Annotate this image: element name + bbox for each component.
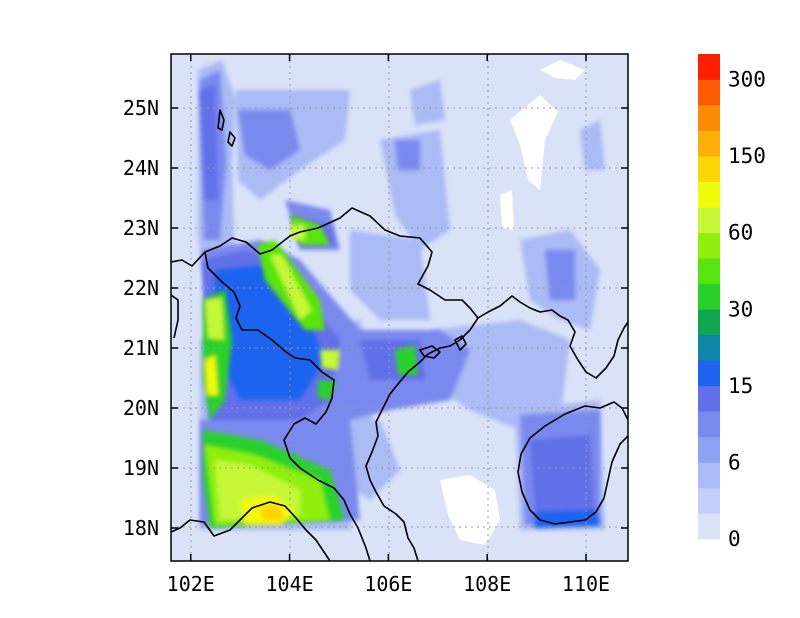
colorbar-swatch: [698, 360, 720, 387]
colorbar-swatch: [698, 181, 720, 208]
colorbar-label: 60: [728, 221, 753, 245]
plot-frame: [170, 53, 629, 562]
colorbar-swatch: [698, 232, 720, 259]
border-line: [171, 501, 331, 561]
missing-data-patch: [500, 190, 514, 230]
coastlines-and-borders: [171, 109, 628, 561]
colorbar-swatch: [698, 207, 720, 233]
x-axis-ticks: 102E 104E 106E 108E 110E: [167, 54, 610, 596]
colorbar-swatch: [698, 130, 720, 157]
border-line: [204, 251, 371, 561]
coastline: [217, 109, 225, 131]
gridlines: [171, 54, 628, 561]
x-tick-label: 108E: [463, 572, 511, 596]
y-tick-label: 20N: [123, 396, 159, 420]
x-tick-label: 110E: [562, 572, 610, 596]
colorbar-swatch: [698, 385, 720, 412]
colorbar-swatch: [698, 436, 720, 463]
colorbar-label: 15: [728, 374, 753, 398]
coastline: [477, 295, 628, 379]
colorbar-swatch: [698, 283, 720, 310]
y-tick-label: 22N: [123, 276, 159, 300]
coastline: [517, 435, 628, 525]
y-tick-label: 18N: [123, 516, 159, 540]
x-tick-label: 104E: [265, 572, 313, 596]
colorbar-swatch: [698, 487, 720, 514]
colorbar-swatch: [698, 156, 720, 182]
y-axis-ticks: 25N 24N 23N 22N 21N 20N 19N 18N: [123, 96, 628, 540]
colorbar: 0 6 15 30 60 150 300: [698, 54, 766, 551]
border-line: [171, 207, 479, 319]
colorbar-swatch: [698, 334, 720, 361]
y-tick-label: 24N: [123, 156, 159, 180]
colorbar-label: 300: [728, 68, 766, 92]
colorbar-swatch: [698, 462, 720, 489]
border-line: [171, 294, 179, 339]
y-tick-label: 25N: [123, 96, 159, 120]
colorbar-label: 0: [728, 527, 741, 551]
colorbar-label: 150: [728, 144, 766, 168]
x-tick-label: 106E: [364, 572, 412, 596]
colorbar-swatch: [698, 411, 720, 438]
colorbar-swatch: [698, 105, 720, 131]
x-tick-label: 102E: [167, 572, 215, 596]
coastline: [227, 131, 236, 147]
colorbar-swatch: [698, 309, 720, 336]
y-tick-label: 23N: [123, 216, 159, 240]
missing-data-patch: [510, 95, 558, 190]
colorbar-swatch: [698, 513, 720, 540]
y-tick-label: 21N: [123, 336, 159, 360]
colorbar-swatch: [698, 54, 720, 80]
colorbar-swatch: [698, 258, 720, 285]
precipitation-field: [198, 60, 605, 545]
missing-data-patch: [540, 60, 585, 80]
colorbar-label: 30: [728, 297, 753, 321]
coastline: [365, 317, 479, 561]
y-tick-label: 19N: [123, 456, 159, 480]
colorbar-swatch: [698, 79, 720, 106]
colorbar-label: 6: [728, 450, 741, 474]
coastline: [419, 345, 441, 359]
coastline: [454, 335, 467, 351]
coastline: [520, 401, 628, 455]
